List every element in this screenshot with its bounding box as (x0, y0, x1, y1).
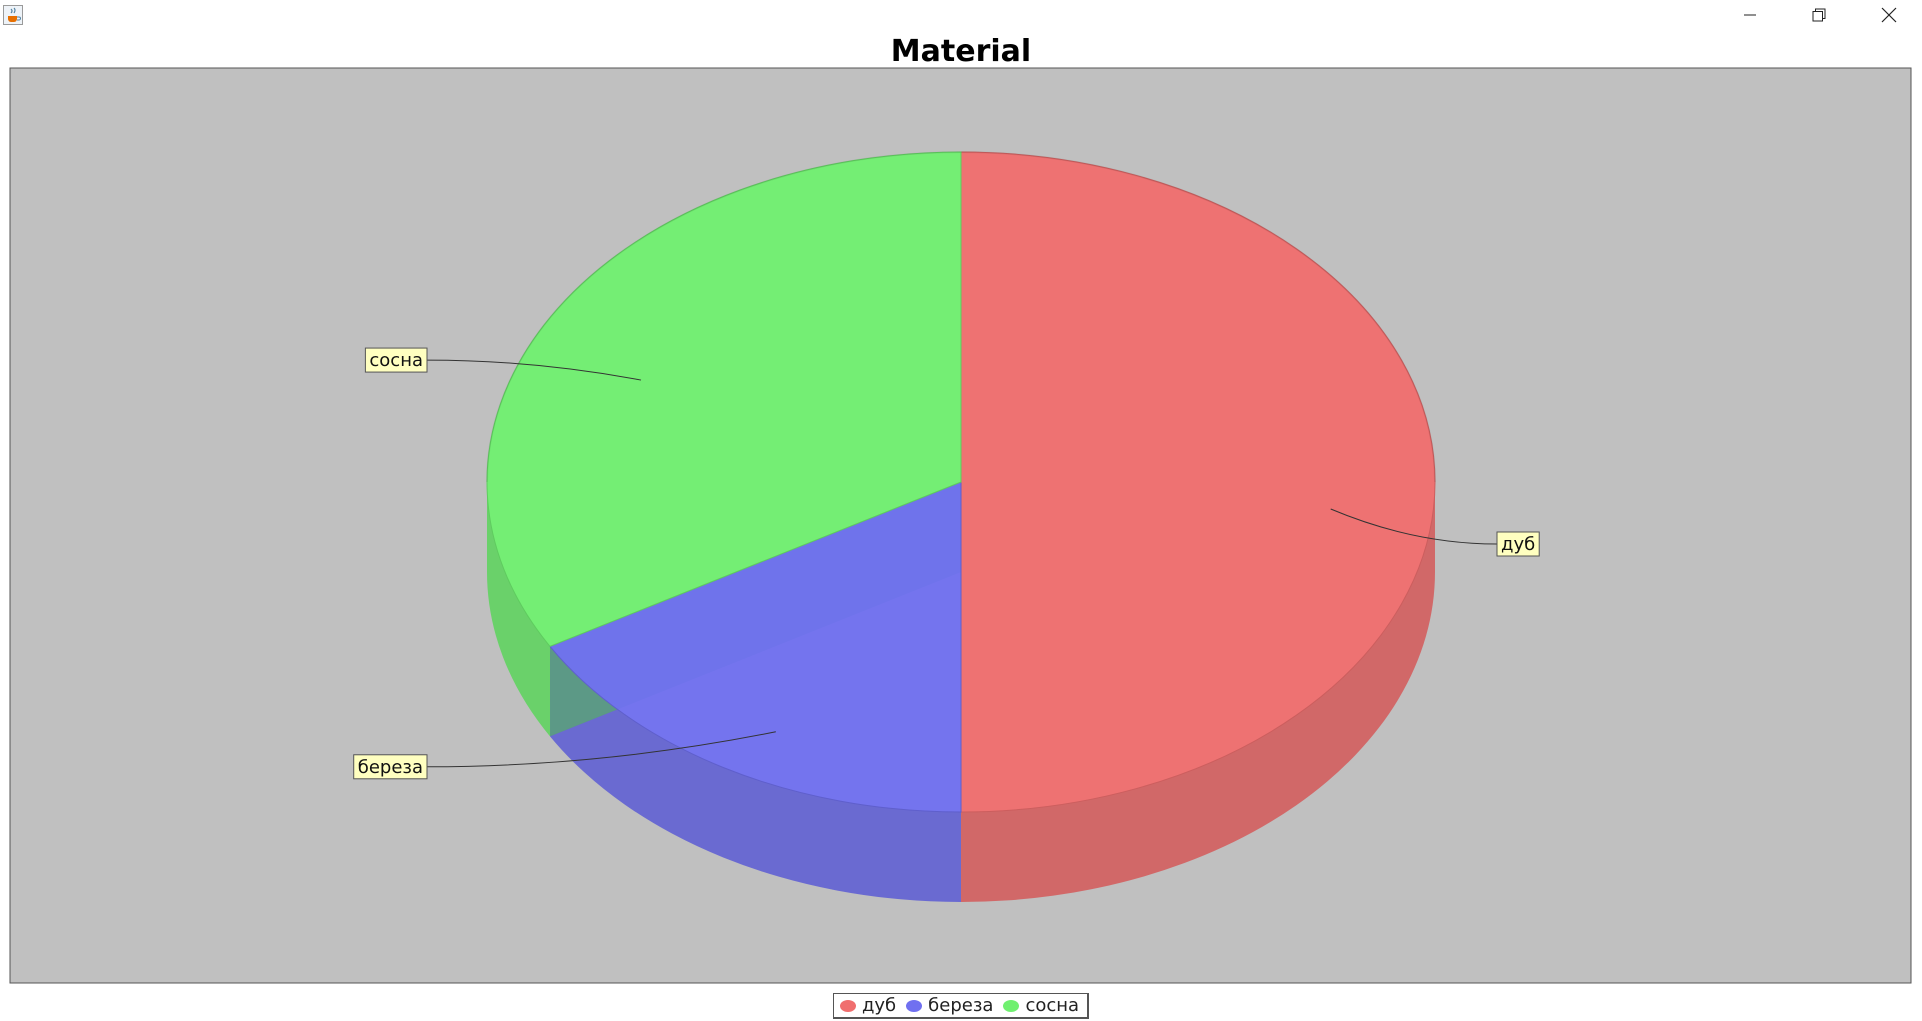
slice-label-text-0: дуб (1501, 534, 1535, 555)
pie-slice-1[interactable] (549, 481, 962, 813)
pie-side-2 (487, 482, 551, 737)
slice-label-text-2: сосна (369, 350, 423, 371)
legend-label: сосна (1025, 995, 1080, 1016)
pie-rim (486, 151, 1436, 483)
java-cup-icon[interactable] (3, 5, 23, 25)
legend-label: береза (928, 995, 994, 1016)
legend: дуб береза сосна (0, 993, 1922, 1021)
pie-slice-2[interactable] (486, 151, 962, 648)
pie-group (486, 151, 1436, 902)
pie-side-1 (550, 646, 961, 902)
slice-label-box-2 (364, 347, 428, 373)
legend-swatch (839, 999, 856, 1012)
minimize-icon (1744, 14, 1756, 16)
legend-item: дуб (839, 995, 897, 1016)
legend-swatch (906, 999, 923, 1012)
chart-title: Material (891, 34, 1031, 69)
legend-label: дуб (861, 995, 897, 1016)
legend-item: береза (906, 995, 993, 1016)
pie-slice-0[interactable] (960, 151, 1436, 813)
window-title-bar (0, 0, 1922, 30)
slice-label-box-1 (353, 754, 428, 780)
pie-side-0 (961, 482, 1435, 902)
minimize-button[interactable] (1727, 0, 1773, 30)
close-icon (1881, 7, 1897, 23)
label-leader-1 (426, 731, 776, 768)
legend-swatch (1003, 999, 1020, 1012)
close-button[interactable] (1866, 0, 1912, 30)
legend-box: дуб береза сосна (832, 993, 1090, 1019)
restore-button[interactable] (1796, 0, 1842, 30)
label-group: дуб береза сосна (353, 347, 1540, 780)
label-leader-0 (1330, 508, 1498, 545)
slice-label-text-1: береза (358, 757, 423, 778)
slice-label-box-0 (1496, 531, 1540, 557)
restore-icon (1812, 8, 1826, 22)
label-leader-2 (426, 359, 642, 381)
legend-item: сосна (1003, 995, 1079, 1016)
